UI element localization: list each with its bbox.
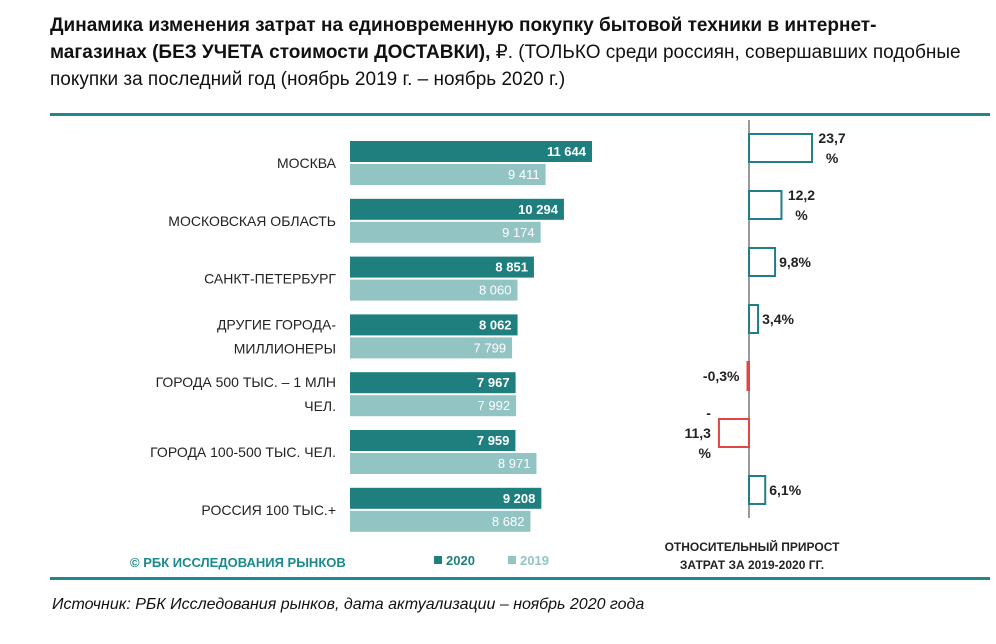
bar-2019 [350,164,546,185]
growth-label: % [698,445,711,461]
growth-label: 11,3 [684,425,711,441]
bar-value-label: 8 682 [492,514,525,529]
bar-2019 [350,279,518,301]
growth-bar [748,475,767,505]
growth-label: 9,8% [779,254,811,270]
legend-label-2020: 2020 [446,553,475,568]
category-label: ГОРОДА 100-500 ТЫС. ЧЕЛ. [150,444,336,460]
title-normal: ₽. (ТОЛЬКО среди россиян, совершавших по… [50,42,961,90]
bar-value-label: 8 062 [479,317,512,332]
bar-value-label: 7 967 [477,375,510,390]
copyright-label: © РБК ИССЛЕДОВАНИЯ РЫНКОВ [130,555,346,570]
growth-bar [748,247,777,277]
bar-2020 [350,256,534,278]
growth-chart-title: ОТНОСИТЕЛЬНЫЙ ПРИРОСТ [665,539,841,554]
bar-2019 [350,395,517,417]
bar-value-label: 8 971 [498,456,531,471]
bar-value-label: 7 992 [478,398,511,413]
bar-2020 [350,372,516,394]
bar-value-label: 8 060 [479,283,512,298]
top-divider [50,113,990,116]
bar-2019 [350,510,531,532]
growth-label: - [706,405,711,421]
bar-value-label: 9 208 [503,491,536,506]
bar-value-label: 9 174 [502,225,535,240]
bar-2019 [350,337,513,359]
growth-bar [748,133,814,163]
category-label: ЧЕЛ. [304,398,336,414]
growth-label: 12,2 [788,187,815,203]
bar-2020 [350,198,564,220]
growth-label: % [795,207,808,223]
legend-swatch-2019 [508,556,516,564]
bar-value-label: 10 294 [518,202,559,217]
bar-value-label: 8 851 [495,260,528,275]
growth-label: 6,1% [769,482,801,498]
category-label: САНКТ-ПЕТЕРБУРГ [204,271,336,287]
category-label: МИЛЛИОНЕРЫ [234,340,336,356]
growth-bar [717,418,751,448]
legend-swatch-2020 [434,556,442,564]
bar-value-label: 7 799 [474,340,507,355]
source-note: Источник: РБК Исследования рынков, дата … [52,596,645,613]
bar-2019 [350,453,537,474]
category-label: РОССИЯ 100 ТЫС.+ [201,502,336,518]
legend-label-2019: 2019 [520,553,549,568]
growth-bar [746,361,750,391]
bar-2019 [350,221,541,243]
growth-label: % [826,150,839,166]
title-bold: Динамика изменения затрат на единовремен… [50,15,877,63]
chart-title: Динамика изменения затрат на единовремен… [50,12,970,93]
growth-bar [748,304,760,334]
bar-value-label: 11 644 [547,144,587,159]
growth-bar [748,190,783,220]
growth-label: 3,4% [762,311,794,327]
category-label: МОСКОВСКАЯ ОБЛАСТЬ [168,213,336,229]
bar-value-label: 9 411 [508,167,540,182]
bottom-divider [50,577,990,580]
category-label: МОСКВА [277,155,337,171]
category-label: ДРУГИЕ ГОРОДА- [217,316,336,332]
growth-chart-title: ЗАТРАТ ЗА 2019-2020 ГГ. [680,558,824,572]
bar-2020 [350,141,592,162]
category-label: ГОРОДА 500 ТЫС. – 1 МЛН [156,374,336,390]
growth-label: -0,3% [703,368,740,384]
bar-2020 [350,487,542,509]
growth-label: 23,7 [818,130,845,146]
bar-2020 [350,430,516,451]
bar-2020 [350,314,518,336]
bar-value-label: 7 959 [477,433,510,448]
